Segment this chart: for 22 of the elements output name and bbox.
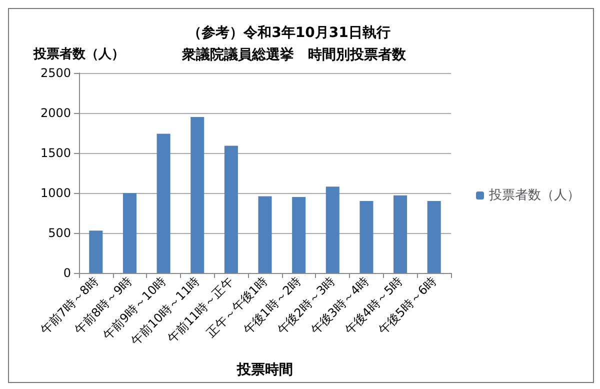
bar [156,134,170,273]
bar [292,197,306,273]
bar [89,230,103,273]
bar [326,186,340,273]
x-axis-title: 投票時間 [236,362,293,378]
y-tick-label: 2000 [40,106,71,120]
y-axis-title: 投票者数（人） [32,47,124,62]
bar [258,196,272,273]
legend-label: 投票者数（人） [488,188,580,203]
chart-subtitle: 衆議院議員総選挙 時間別投票者数 [181,46,407,63]
bar [190,117,204,273]
bar [427,201,441,273]
y-tick-label: 500 [48,226,71,240]
chart-title: （参考）令和3年10月31日執行 [188,24,390,41]
y-tick-label: 0 [63,266,71,280]
y-tick-label: 2500 [40,66,71,80]
y-tick-label: 1000 [40,186,71,200]
bar [122,193,136,273]
bar [360,201,374,273]
bar [224,146,238,273]
bar [394,195,408,273]
y-tick-label: 1500 [40,146,71,160]
